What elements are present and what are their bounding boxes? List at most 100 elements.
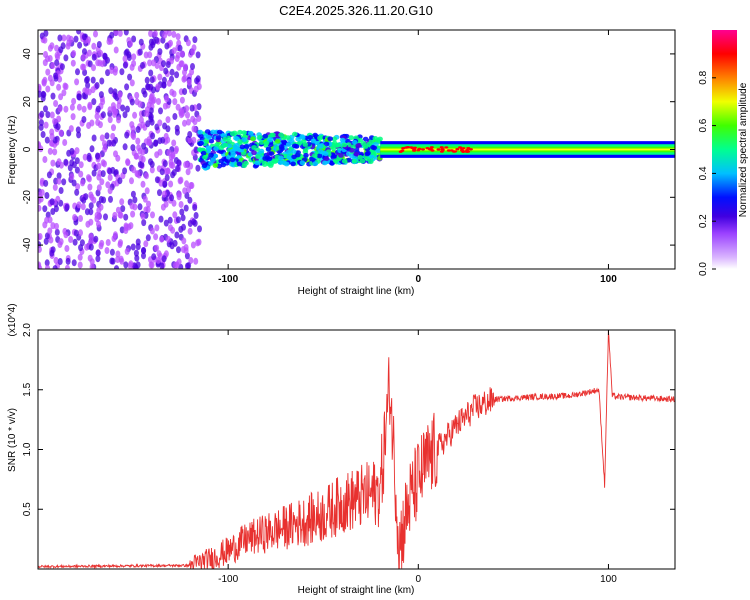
spectrogram-cell bbox=[126, 54, 132, 61]
spectrogram-cell bbox=[292, 131, 298, 137]
spectrogram-cell bbox=[95, 152, 100, 160]
spectrogram-cell bbox=[194, 77, 200, 85]
spectrogram-cell bbox=[114, 265, 119, 269]
spectrogram-cell bbox=[357, 137, 364, 143]
spectrogram-cell bbox=[190, 48, 196, 56]
spectrogram-cell bbox=[159, 262, 165, 269]
spectrogram-cell bbox=[146, 101, 152, 109]
spectrogram-cell bbox=[39, 110, 45, 118]
spectrogram-cell bbox=[52, 148, 58, 156]
spectrogram-cell bbox=[215, 135, 222, 140]
spectrogram-cell bbox=[157, 252, 163, 260]
spectrogram-cell bbox=[132, 111, 138, 119]
spectrogram-cell bbox=[144, 110, 150, 118]
spectrogram-cell bbox=[45, 111, 51, 119]
spectrogram-cell bbox=[129, 98, 135, 106]
spectrogram-cell bbox=[172, 211, 178, 219]
spectrogram-cell bbox=[91, 98, 97, 106]
spectrogram-cell bbox=[63, 231, 69, 239]
spectrogram-cell bbox=[141, 247, 147, 255]
spectrogram-cell bbox=[48, 236, 54, 244]
spectrogram-cell bbox=[130, 131, 136, 139]
spectrogram-cell bbox=[69, 103, 75, 111]
spectrogram-cell bbox=[148, 30, 154, 38]
spectrogram-cell bbox=[54, 222, 59, 230]
spectrogram-cell bbox=[145, 120, 151, 128]
spectrogram-cell bbox=[266, 156, 273, 162]
spectrogram-cell bbox=[56, 83, 62, 91]
x-tick-label: -100 bbox=[218, 274, 238, 285]
spectrogram-cell bbox=[123, 222, 129, 230]
spectrogram-cell bbox=[54, 59, 60, 67]
spectrogram-cell bbox=[124, 131, 130, 139]
y-tick-label: 0.5 bbox=[22, 502, 33, 516]
spectrogram-cell bbox=[359, 158, 366, 164]
spectrogram-cell bbox=[86, 174, 91, 182]
spectrogram-cell bbox=[151, 96, 157, 104]
spectrogram-cell bbox=[102, 140, 107, 148]
colorbar-tick-label: 0.0 bbox=[698, 262, 709, 276]
spectrogram-cell bbox=[143, 206, 149, 214]
spectrogram-cell bbox=[42, 36, 48, 44]
spectrogram-cell bbox=[169, 68, 175, 76]
spectrogram-cell bbox=[149, 227, 155, 235]
spectrogram-cell bbox=[421, 148, 425, 151]
spectrogram-cell bbox=[188, 182, 194, 189]
spectrogram-cell bbox=[58, 187, 64, 194]
spectrogram-cell bbox=[182, 119, 187, 127]
spectrogram-cell bbox=[290, 161, 296, 167]
spectrogram-cell bbox=[278, 132, 284, 138]
spectrogram-cell bbox=[137, 203, 143, 211]
spectrogram-cell bbox=[307, 135, 314, 140]
spectrogram-cell bbox=[172, 98, 178, 106]
spectrogram-cell bbox=[52, 265, 58, 269]
spectrogram-cell bbox=[118, 239, 123, 247]
spectrogram-cell bbox=[74, 157, 80, 165]
spectrogram-cell bbox=[425, 147, 430, 150]
spectrogram-cell bbox=[222, 142, 229, 148]
spectrogram-cell bbox=[96, 41, 102, 48]
spectrogram-cell bbox=[257, 135, 263, 140]
spectrogram-cell bbox=[132, 196, 138, 204]
spectrogram-cell bbox=[58, 238, 64, 246]
spectrogram-cell bbox=[103, 213, 108, 221]
spectrogram-cell bbox=[64, 264, 70, 269]
spectrogram-cell bbox=[117, 177, 123, 185]
spectrogram-cell bbox=[193, 212, 199, 219]
spectrogram-cell bbox=[73, 35, 79, 43]
spectrogram-ylabel: Frequency (Hz) bbox=[7, 116, 18, 185]
spectrogram-cell bbox=[218, 145, 224, 151]
spectrogram-cell bbox=[88, 202, 94, 210]
spectrogram-cell bbox=[98, 203, 104, 211]
spectrogram-cell bbox=[352, 140, 358, 145]
spectrogram-cell bbox=[80, 53, 86, 61]
spectrogram-cell bbox=[163, 132, 169, 140]
spectrogram-cell bbox=[50, 92, 56, 100]
spectrogram-cell bbox=[128, 260, 134, 268]
spectrogram-cell bbox=[44, 232, 50, 240]
spectrogram-cell bbox=[174, 124, 180, 132]
spectrogram-cell bbox=[206, 135, 212, 140]
snr-panel: -100 0 100 0.5 1.0 1.5 2.0 Height of straight … bbox=[7, 303, 676, 596]
spectrogram-cell bbox=[113, 46, 119, 54]
spectrogram-cell bbox=[49, 249, 55, 257]
spectrogram-cell bbox=[281, 139, 287, 145]
spectrogram-cell bbox=[178, 60, 184, 68]
spectrogram-cell bbox=[185, 161, 191, 168]
spectrogram-cell bbox=[187, 220, 193, 227]
spectrogram-cell bbox=[94, 112, 100, 120]
spectrogram-cell bbox=[179, 107, 185, 115]
spectrogram-cell bbox=[161, 76, 167, 84]
spectrogram-cell bbox=[216, 129, 223, 135]
spectrogram-cell bbox=[124, 83, 130, 91]
spectrogram-cell bbox=[348, 135, 355, 141]
spectrogram-cell bbox=[95, 105, 101, 113]
spectrogram-cell bbox=[468, 148, 473, 151]
spectrogram-cell bbox=[45, 68, 51, 76]
spectrogram-cell bbox=[364, 151, 371, 157]
spectrogram-cell bbox=[91, 134, 97, 142]
spectrogram-cell bbox=[182, 88, 188, 95]
spectrogram-cell bbox=[229, 157, 236, 163]
spectrogram-cell bbox=[368, 159, 374, 165]
spectrogram-cell bbox=[147, 59, 153, 67]
